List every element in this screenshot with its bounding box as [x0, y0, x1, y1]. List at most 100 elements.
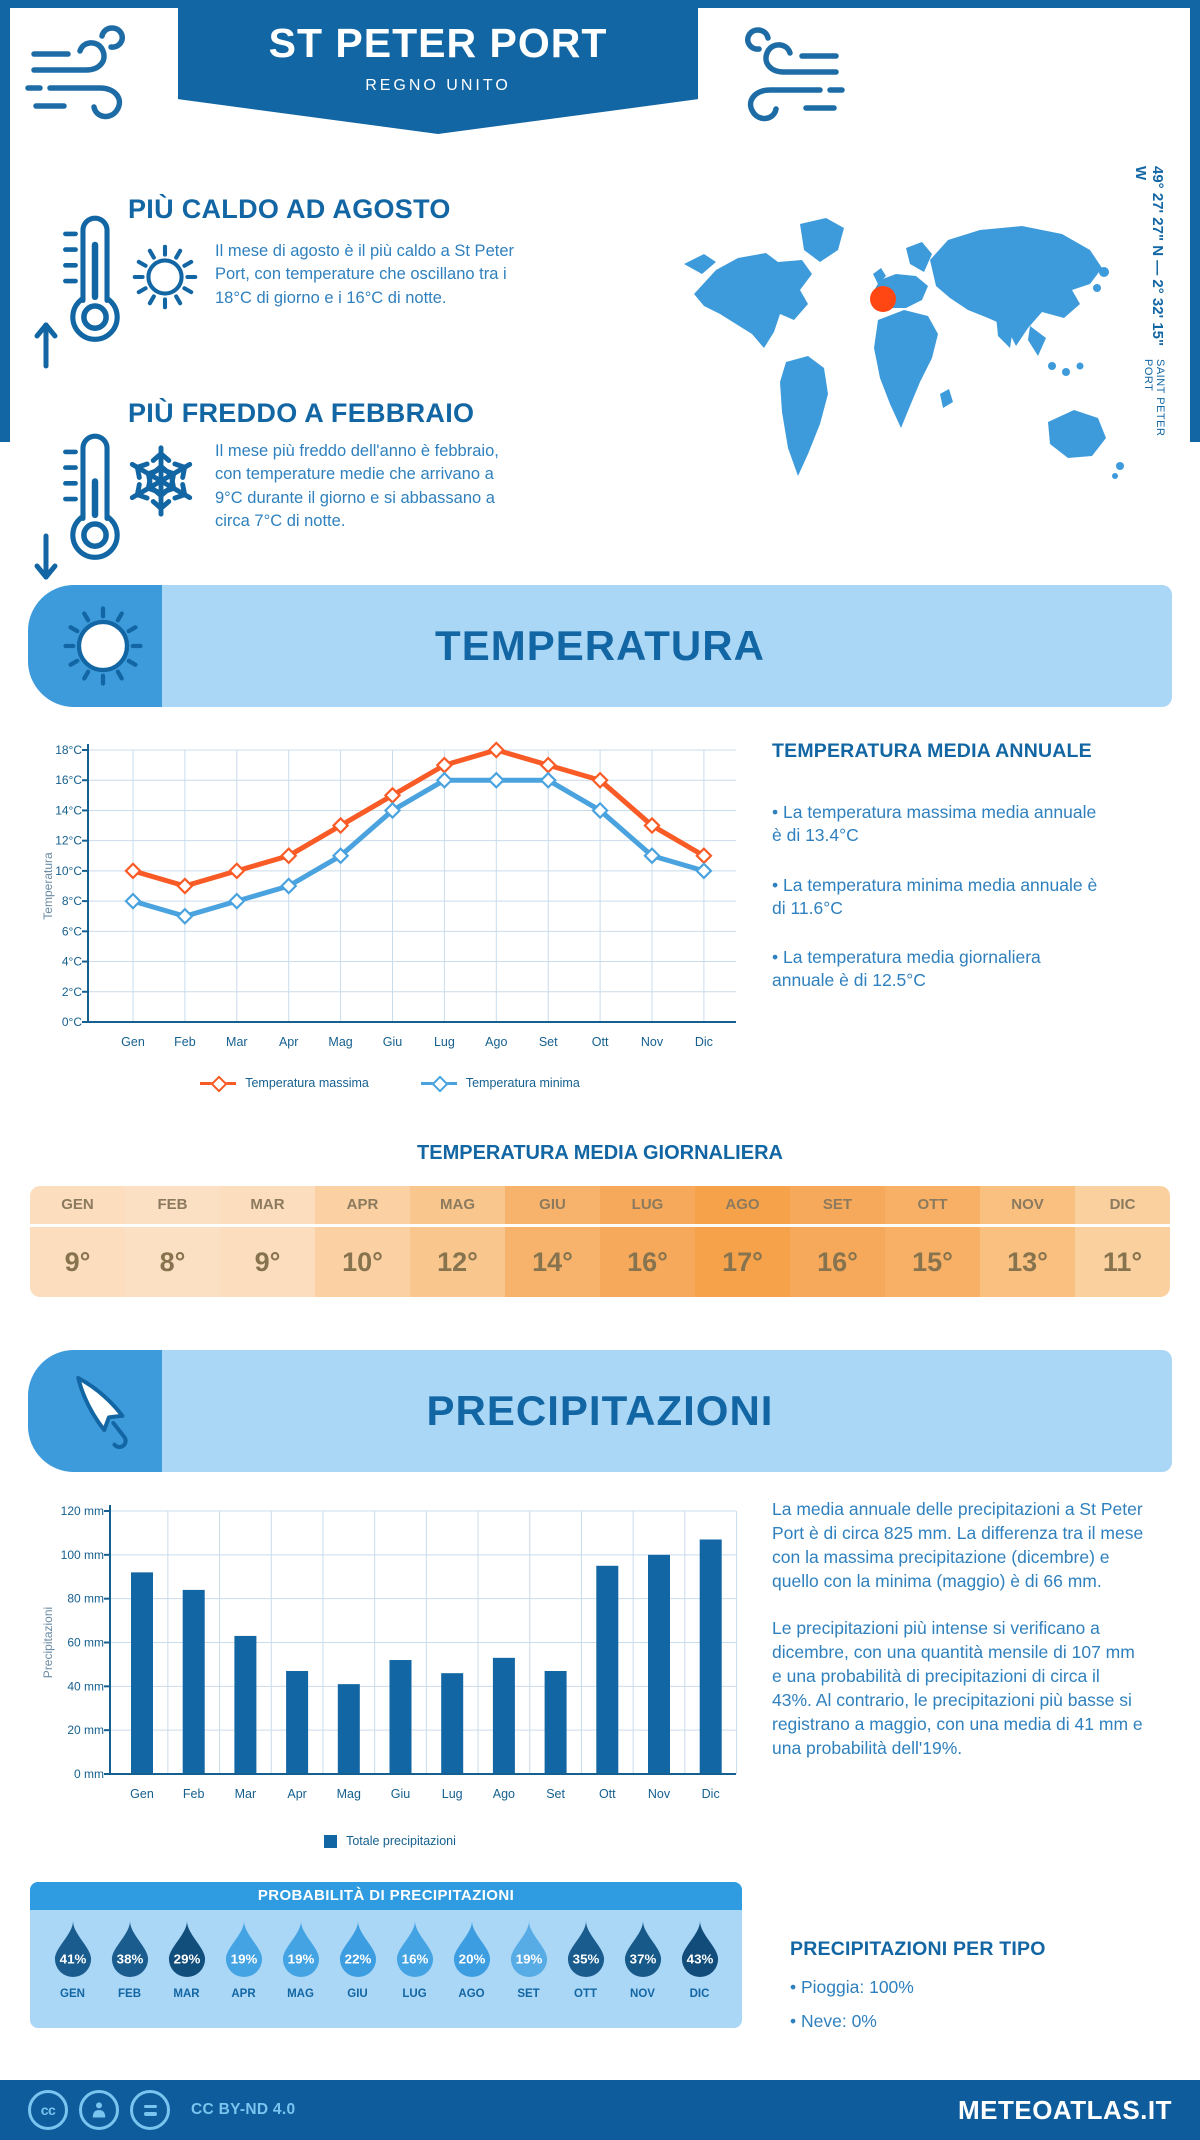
svg-text:Set: Set	[539, 1035, 558, 1049]
svg-text:Nov: Nov	[641, 1035, 664, 1049]
map-land	[684, 218, 1124, 479]
svg-text:60 mm: 60 mm	[67, 1636, 104, 1650]
svg-text:120 mm: 120 mm	[61, 1504, 104, 1518]
precip-type-item: • Pioggia: 100%	[790, 1977, 914, 1997]
table-month-header: GEN	[30, 1186, 125, 1227]
svg-text:100 mm: 100 mm	[61, 1548, 104, 1562]
drop-month-label: GEN	[60, 1988, 85, 2000]
svg-text:Precipitazioni: Precipitazioni	[41, 1607, 55, 1678]
table-temperature-value: 9°	[254, 1247, 281, 1277]
table-month-header: SET	[790, 1186, 885, 1227]
drop-month-label: GIU	[347, 1988, 368, 2000]
raindrop-icon: 22%	[339, 1920, 376, 1978]
legend-item: Temperatura minima	[420, 1075, 580, 1093]
table-month-header: LUG	[600, 1186, 695, 1227]
table-temperature-value: 16°	[817, 1247, 858, 1277]
arrow-down-icon	[32, 532, 60, 589]
table-temperature-value: 13°	[1007, 1247, 1048, 1277]
svg-text:18°C: 18°C	[55, 743, 82, 757]
wind-icon	[728, 16, 848, 128]
raindrop-icon: 19%	[282, 1920, 319, 1978]
no-derivatives-icon	[130, 2090, 170, 2130]
raindrop-icon: 19%	[510, 1920, 547, 1978]
temperature-chart-legend: Temperatura massima Temperatura minima	[40, 1075, 740, 1093]
raindrop-icon: 37%	[624, 1920, 661, 1978]
svg-text:41%: 41%	[59, 1952, 86, 1967]
precipitation-section-banner: PRECIPITAZIONI	[28, 1350, 1172, 1472]
sun-icon	[126, 238, 204, 321]
table-column-giu: GIU 14°	[505, 1186, 600, 1297]
table-temperature-value: 16°	[627, 1247, 668, 1277]
raindrop-icon: 29%	[168, 1920, 205, 1978]
precipitation-chart-legend: Totale precipitazioni	[40, 1834, 740, 1848]
svg-text:Mar: Mar	[226, 1035, 248, 1049]
svg-text:40 mm: 40 mm	[67, 1679, 104, 1693]
annual-summary-heading: TEMPERATURA MEDIA ANNUALE	[772, 740, 1092, 762]
precip-types-items: • Pioggia: 100% • Neve: 0%	[790, 1977, 1170, 2032]
svg-text:Feb: Feb	[183, 1787, 205, 1801]
table-month-header: GIU	[505, 1186, 600, 1227]
place-label: SAINT PETER PORT	[1142, 359, 1166, 437]
annual-summary-bullets: • La temperatura massima media annuale è…	[772, 801, 1102, 993]
drop-month-label: NOV	[630, 1988, 655, 2000]
table-month-header: MAR	[220, 1186, 315, 1227]
table-temperature-value: 15°	[912, 1247, 953, 1277]
svg-text:22%: 22%	[344, 1952, 371, 1967]
svg-text:Feb: Feb	[174, 1035, 196, 1049]
daily-temperature-table: GEN 9° FEB 8° MAR 9° APR 10° MAG 12° GIU 14° LUG 16° A…	[30, 1186, 1170, 1297]
svg-text:Apr: Apr	[287, 1787, 306, 1801]
umbrella-icon	[55, 1362, 153, 1465]
precipitation-chart: 0 mm 20 mm 40 mm 60 mm 80 mm 100 mm 120 mm Gen F…	[41, 1504, 738, 1801]
world-map	[680, 198, 1130, 498]
svg-text:80 mm: 80 mm	[67, 1592, 104, 1606]
annual-bullet: • La temperatura minima media annuale è …	[772, 874, 1098, 918]
right-border	[1190, 8, 1200, 442]
svg-text:Nov: Nov	[648, 1787, 671, 1801]
table-month-header: MAG	[410, 1186, 505, 1227]
raindrop-icon: 16%	[396, 1920, 433, 1978]
drop-month-label: MAG	[287, 1988, 314, 2000]
annual-bullet: • La temperatura media giornaliera annua…	[772, 947, 1041, 991]
probability-drop-mag: 19% MAG	[272, 1919, 329, 2000]
annual-summary: TEMPERATURA MEDIA ANNUALE • La temperatu…	[772, 740, 1152, 1019]
svg-text:0°C: 0°C	[62, 1015, 82, 1029]
probability-drop-gen: 41% GEN	[44, 1919, 101, 2000]
thermometer-cold-icon	[58, 424, 132, 568]
table-temperature-value: 14°	[532, 1247, 573, 1277]
svg-text:37%: 37%	[629, 1952, 656, 1967]
svg-text:29%: 29%	[173, 1952, 200, 1967]
svg-text:8°C: 8°C	[62, 894, 82, 908]
svg-text:0 mm: 0 mm	[74, 1767, 104, 1781]
annual-bullet: • La temperatura massima media annuale è…	[772, 802, 1097, 846]
drop-month-label: AGO	[458, 1988, 485, 2000]
svg-text:Mag: Mag	[337, 1787, 361, 1801]
probability-drop-mar: 29% MAR	[158, 1919, 215, 2000]
attribution-person-icon	[79, 2090, 119, 2130]
table-column-nov: NOV 13°	[980, 1186, 1075, 1297]
footer: cc CC BY-ND 4.0 METEOATLAS.IT	[0, 2080, 1200, 2140]
arrow-up-icon	[32, 318, 60, 375]
table-column-feb: FEB 8°	[125, 1186, 220, 1297]
left-border	[0, 8, 10, 442]
svg-text:Ago: Ago	[485, 1035, 507, 1049]
map-marker	[870, 286, 896, 312]
svg-text:19%: 19%	[287, 1952, 314, 1967]
coordinates-label: 49° 27' 27" N — 2° 32' 15" W	[1132, 166, 1166, 347]
wind-icon	[22, 14, 142, 126]
map-coordinates: 49° 27' 27" N — 2° 32' 15" W SAINT PETER…	[1132, 166, 1166, 466]
table-month-header: APR	[315, 1186, 410, 1227]
cold-body: Il mese più freddo dell'anno è febbraio,…	[215, 442, 499, 531]
raindrop-icon: 19%	[225, 1920, 262, 1978]
brand-label: METEOATLAS.IT	[957, 2094, 1172, 2125]
probability-drop-ott: 35% OTT	[557, 1919, 614, 2000]
probability-drop-feb: 38% FEB	[101, 1919, 158, 2000]
svg-text:43%: 43%	[686, 1952, 713, 1967]
svg-text:Giu: Giu	[383, 1035, 403, 1049]
svg-text:Ott: Ott	[599, 1787, 616, 1801]
page-subtitle: REGNO UNITO	[365, 77, 511, 94]
probability-drop-apr: 19% APR	[215, 1919, 272, 2000]
drop-month-label: LUG	[402, 1988, 427, 2000]
svg-text:Ago: Ago	[493, 1787, 515, 1801]
table-column-mar: MAR 9°	[220, 1186, 315, 1297]
svg-text:Mar: Mar	[235, 1787, 257, 1801]
